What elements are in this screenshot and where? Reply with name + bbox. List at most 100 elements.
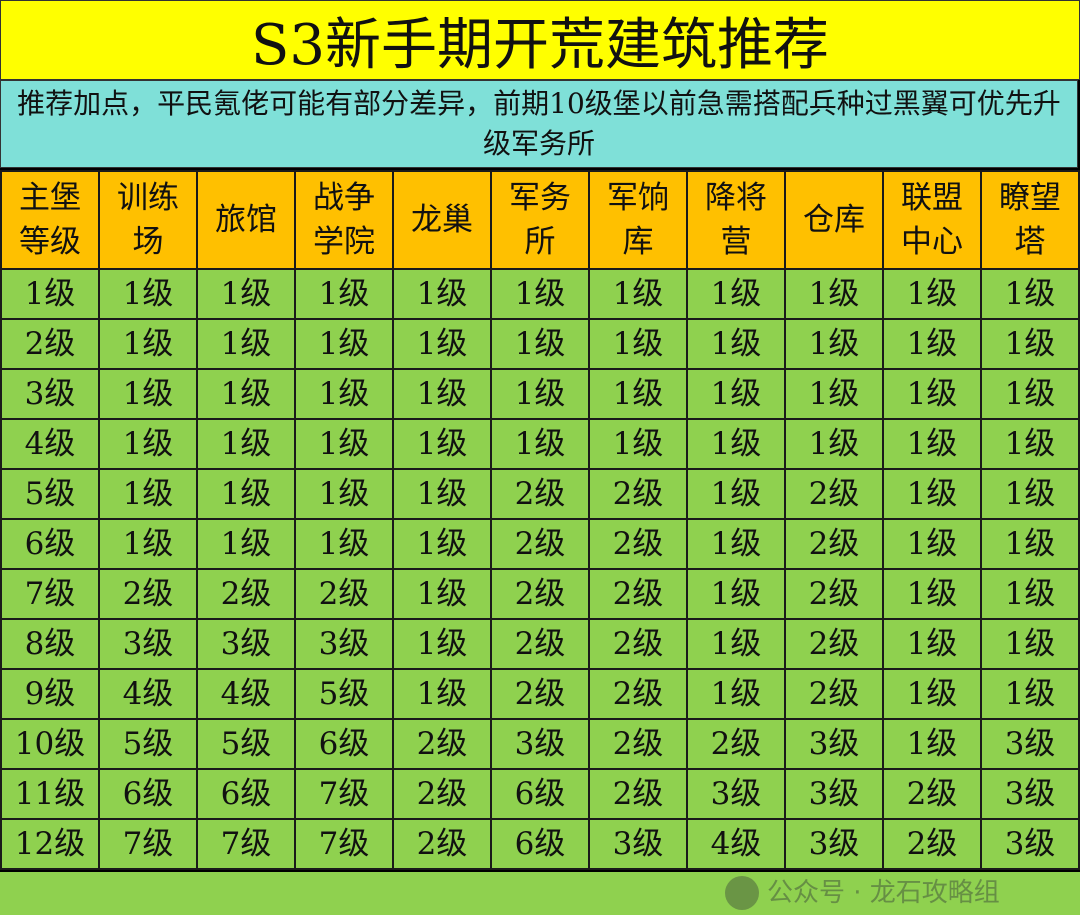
- building-level-cell: 2级: [490, 618, 590, 670]
- building-level-cell: 1级: [98, 518, 198, 570]
- building-level-cell: 3级: [490, 718, 590, 770]
- building-level-cell: 7级: [294, 768, 394, 820]
- column-header: 仓库: [784, 170, 884, 270]
- building-level-cell: 1级: [98, 468, 198, 520]
- building-level-cell: 2级: [588, 618, 688, 670]
- castle-level-cell: 10级: [0, 718, 100, 770]
- castle-level-cell: 6级: [0, 518, 100, 570]
- building-level-cell: 2级: [588, 668, 688, 720]
- building-level-cell: 1级: [784, 318, 884, 370]
- building-level-cell: 1级: [294, 518, 394, 570]
- building-level-cell: 1级: [392, 668, 492, 720]
- watermark: 公众号 · 龙石攻略组: [725, 876, 1000, 910]
- column-header: 战争 学院: [294, 170, 394, 270]
- building-level-cell: 3级: [784, 718, 884, 770]
- table-row: 8级 3级 3级 3级 1级 2级 2级 1级 2级 1级 1级: [0, 618, 1080, 670]
- table-row: 1级 1级 1级 1级 1级 1级 1级 1级 1级 1级 1级: [0, 268, 1080, 320]
- building-level-cell: 4级: [196, 668, 296, 720]
- building-level-cell: 1级: [392, 368, 492, 420]
- building-level-cell: 6级: [490, 768, 590, 820]
- building-level-cell: 2级: [882, 768, 982, 820]
- building-level-cell: 3级: [98, 618, 198, 670]
- building-level-cell: 2级: [392, 818, 492, 870]
- table-row: 11级 6级 6级 7级 2级 6级 2级 3级 3级 2级 3级: [0, 768, 1080, 820]
- building-level-cell: 1级: [490, 418, 590, 470]
- table-row: 3级 1级 1级 1级 1级 1级 1级 1级 1级 1级 1级: [0, 368, 1080, 420]
- castle-level-cell: 8级: [0, 618, 100, 670]
- column-header: 军务所: [490, 170, 590, 270]
- building-level-cell: 1级: [980, 418, 1080, 470]
- header-row: 主堡 等级 训练场旅馆 战争 学院 龙巢 军务所军饷库降将营仓库 联盟 中心 瞭望塔: [0, 170, 1080, 270]
- building-level-cell: 1级: [686, 418, 786, 470]
- building-level-cell: 1级: [98, 268, 198, 320]
- castle-level-cell: 2级: [0, 318, 100, 370]
- building-level-cell: 1级: [686, 468, 786, 520]
- building-level-cell: 4级: [98, 668, 198, 720]
- building-level-cell: 2级: [882, 818, 982, 870]
- building-level-cell: 7级: [294, 818, 394, 870]
- building-level-cell: 7级: [98, 818, 198, 870]
- building-level-cell: 1级: [882, 618, 982, 670]
- building-level-cell: 1级: [588, 318, 688, 370]
- building-level-cell: 2级: [294, 568, 394, 620]
- watermark-strip: [0, 872, 1080, 915]
- building-level-cell: 1级: [294, 268, 394, 320]
- building-level-cell: 1级: [294, 418, 394, 470]
- building-level-cell: 2级: [784, 568, 884, 620]
- castle-level-cell: 12级: [0, 818, 100, 870]
- building-level-cell: 1级: [882, 668, 982, 720]
- building-level-cell: 1级: [196, 518, 296, 570]
- building-level-cell: 1级: [980, 568, 1080, 620]
- column-header: 旅馆: [196, 170, 296, 270]
- building-level-cell: 1级: [882, 718, 982, 770]
- building-level-cell: 1级: [392, 268, 492, 320]
- building-level-cell: 2级: [686, 718, 786, 770]
- table-row: 10级 5级 5级 6级 2级 3级 2级 2级 3级 1级 3级: [0, 718, 1080, 770]
- castle-level-cell: 3级: [0, 368, 100, 420]
- building-level-cell: 3级: [588, 818, 688, 870]
- building-level-cell: 3级: [686, 768, 786, 820]
- building-level-cell: 1级: [980, 468, 1080, 520]
- building-level-cell: 3级: [980, 718, 1080, 770]
- building-level-cell: 1级: [196, 368, 296, 420]
- building-level-cell: 2级: [784, 618, 884, 670]
- table-row: 4级 1级 1级 1级 1级 1级 1级 1级 1级 1级 1级: [0, 418, 1080, 470]
- building-level-cell: 3级: [294, 618, 394, 670]
- building-level-cell: 1级: [588, 418, 688, 470]
- building-level-cell: 2级: [490, 568, 590, 620]
- building-level-cell: 1级: [686, 668, 786, 720]
- building-level-cell: 2级: [98, 568, 198, 620]
- building-level-cell: 1级: [392, 318, 492, 370]
- table-row: 2级 1级 1级 1级 1级 1级 1级 1级 1级 1级 1级: [0, 318, 1080, 370]
- building-level-cell: 1级: [882, 468, 982, 520]
- building-level-cell: 1级: [490, 268, 590, 320]
- building-level-cell: 1级: [392, 518, 492, 570]
- building-level-cell: 1级: [980, 518, 1080, 570]
- building-level-cell: 1级: [98, 368, 198, 420]
- building-level-cell: 3级: [784, 768, 884, 820]
- building-level-cell: 1级: [686, 368, 786, 420]
- building-level-cell: 2级: [784, 668, 884, 720]
- building-level-cell: 1级: [784, 418, 884, 470]
- building-level-cell: 5级: [196, 718, 296, 770]
- building-level-cell: 1级: [392, 568, 492, 620]
- building-level-cell: 1级: [980, 368, 1080, 420]
- building-level-cell: 1级: [588, 368, 688, 420]
- building-level-cell: 2级: [588, 768, 688, 820]
- building-level-cell: 5级: [294, 668, 394, 720]
- building-level-cell: 1级: [490, 368, 590, 420]
- castle-level-cell: 7级: [0, 568, 100, 620]
- building-level-cell: 3级: [980, 818, 1080, 870]
- building-level-cell: 1级: [882, 568, 982, 620]
- castle-level-cell: 11级: [0, 768, 100, 820]
- table-row: 7级 2级 2级 2级 1级 2级 2级 1级 2级 1级 1级: [0, 568, 1080, 620]
- building-level-cell: 3级: [980, 768, 1080, 820]
- castle-level-cell: 5级: [0, 468, 100, 520]
- building-level-cell: 6级: [98, 768, 198, 820]
- building-level-cell: 2级: [490, 468, 590, 520]
- castle-level-cell: 4级: [0, 418, 100, 470]
- building-table: 主堡 等级 训练场旅馆 战争 学院 龙巢 军务所军饷库降将营仓库 联盟 中心 瞭望塔 1级 1级 1级…: [0, 170, 1080, 870]
- building-level-cell: 2级: [784, 518, 884, 570]
- building-level-cell: 1级: [980, 268, 1080, 320]
- building-level-cell: 1级: [392, 418, 492, 470]
